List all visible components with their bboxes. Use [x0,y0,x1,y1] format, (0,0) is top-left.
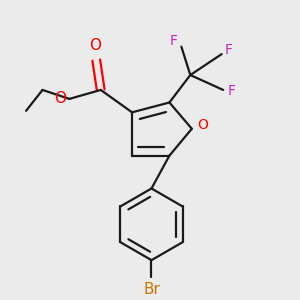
Text: F: F [170,34,178,48]
Text: F: F [224,43,232,57]
Text: O: O [198,118,208,132]
Text: F: F [227,84,236,98]
Text: Br: Br [143,282,160,297]
Text: O: O [89,38,101,52]
Text: O: O [54,91,66,106]
